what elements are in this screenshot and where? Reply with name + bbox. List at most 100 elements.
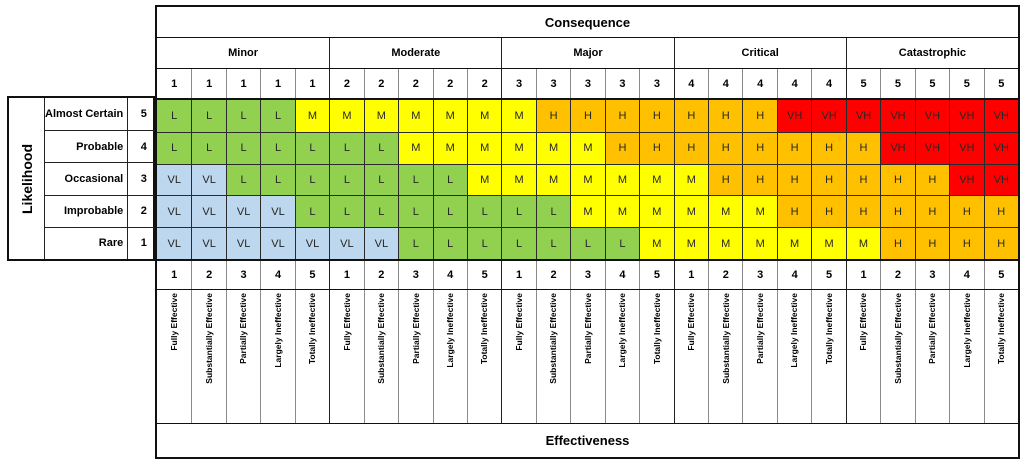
risk-cell: L — [329, 163, 364, 196]
effectiveness-level-cell: 1 — [845, 261, 881, 289]
effectiveness-level-cell: 4 — [776, 261, 812, 289]
effectiveness-label: Fully Effective — [341, 293, 352, 351]
risk-cell: M — [535, 163, 571, 196]
risk-cell: M — [466, 163, 502, 196]
risk-cell: H — [949, 195, 984, 228]
effectiveness-label-cell: Largely Ineffective — [949, 290, 984, 423]
consequence-level-cell: 3 — [570, 69, 605, 98]
risk-cell: VH — [880, 131, 915, 164]
risk-cell: L — [260, 100, 295, 132]
risk-cell: M — [639, 227, 674, 259]
risk-cell: L — [329, 131, 364, 164]
risk-cell: L — [191, 131, 226, 164]
risk-cell: H — [880, 163, 915, 196]
risk-cell: H — [811, 163, 846, 196]
risk-cell: M — [570, 131, 605, 164]
risk-cell: H — [570, 100, 605, 132]
risk-cell: M — [466, 100, 502, 132]
effectiveness-level-cell: 5 — [811, 261, 846, 289]
effectiveness-level-cell: 2 — [880, 261, 915, 289]
risk-cell: L — [225, 131, 261, 164]
risk-cell: M — [432, 100, 467, 132]
risk-cell: M — [639, 163, 674, 196]
risk-cell: M — [535, 131, 571, 164]
effectiveness-level-cell: 3 — [742, 261, 777, 289]
consequence-groups-row: Minor Moderate Major Critical Catastrophic — [157, 37, 1018, 68]
risk-cell: VH — [880, 100, 915, 132]
risk-cell: L — [604, 227, 640, 259]
effectiveness-label-cell: Substantially Effective — [191, 290, 226, 423]
risk-cell: H — [639, 100, 674, 132]
risk-cell: H — [845, 131, 881, 164]
risk-cell: L — [294, 195, 330, 228]
effectiveness-label-cell: Totally Ineffective — [466, 290, 502, 423]
effectiveness-level-cell: 4 — [604, 261, 640, 289]
risk-cell: H — [776, 131, 812, 164]
consequence-level-cell: 3 — [535, 69, 571, 98]
effectiveness-label: Substantially Effective — [203, 293, 214, 384]
risk-cell: H — [914, 227, 950, 259]
risk-cell: L — [398, 163, 433, 196]
risk-cell: L — [225, 163, 261, 196]
risk-cell: M — [639, 195, 674, 228]
effectiveness-label-cell: Substantially Effective — [708, 290, 743, 423]
consequence-level-cell: 4 — [776, 69, 812, 98]
risk-cell: VH — [983, 163, 1018, 196]
effectiveness-label-cell: Totally Ineffective — [639, 290, 674, 423]
consequence-level-cell: 2 — [398, 69, 433, 98]
risk-cell: M — [570, 163, 605, 196]
effectiveness-label-cell: Totally Ineffective — [294, 290, 330, 423]
effectiveness-label: Partially Effective — [238, 293, 249, 364]
risk-cell: L — [260, 163, 295, 196]
risk-cell: H — [949, 227, 984, 259]
risk-cell: H — [983, 195, 1018, 228]
risk-cell: VL — [329, 227, 364, 259]
risk-cell: L — [157, 131, 192, 164]
consequence-level-cell: 3 — [501, 69, 536, 98]
risk-cell: H — [914, 163, 950, 196]
effectiveness-label-cell: Fully Effective — [157, 290, 192, 423]
risk-cell: M — [845, 227, 881, 259]
risk-cell: M — [329, 100, 364, 132]
risk-cell: M — [742, 195, 777, 228]
likelihood-row-label: Almost Certain — [45, 98, 129, 131]
effectiveness-label: Substantially Effective — [548, 293, 559, 384]
effectiveness-level-cell: 2 — [708, 261, 743, 289]
effectiveness-label: Partially Effective — [410, 293, 421, 364]
risk-cell: VL — [157, 227, 192, 259]
consequence-axis-title: Consequence — [544, 14, 631, 30]
risk-cell: L — [157, 100, 192, 132]
effectiveness-level-cell: 5 — [294, 261, 330, 289]
effectiveness-label: Substantially Effective — [720, 293, 731, 384]
likelihood-axis-title-cell: Likelihood — [9, 98, 45, 259]
effectiveness-label-cell: Fully Effective — [673, 290, 709, 423]
effectiveness-level-cell: 5 — [983, 261, 1018, 289]
effectiveness-label-cell: Totally Ineffective — [811, 290, 846, 423]
risk-cell: L — [294, 163, 330, 196]
effectiveness-label-cell: Substantially Effective — [363, 290, 399, 423]
consequence-level-cell: 2 — [329, 69, 364, 98]
risk-cell: M — [811, 227, 846, 259]
effectiveness-label-cell: Totally Ineffective — [983, 290, 1018, 423]
risk-cell: M — [742, 227, 777, 259]
consequence-group-label: Critical — [673, 38, 846, 68]
risk-cell: L — [225, 100, 261, 132]
effectiveness-label-cell: Largely Ineffective — [432, 290, 467, 423]
effectiveness-level-cell: 4 — [260, 261, 295, 289]
risk-cell: H — [708, 131, 743, 164]
risk-cell: L — [294, 131, 330, 164]
risk-cell: H — [914, 195, 950, 228]
consequence-level-cell: 2 — [432, 69, 467, 98]
effectiveness-label: Substantially Effective — [376, 293, 387, 384]
consequence-group-label: Major — [501, 38, 673, 68]
risk-cell: M — [708, 195, 743, 228]
consequence-group-label: Minor — [228, 47, 259, 59]
effectiveness-level-cell: 2 — [191, 261, 226, 289]
risk-cell: L — [535, 195, 571, 228]
risk-cell: VH — [776, 100, 812, 132]
likelihood-level-cell: 4 — [128, 130, 160, 162]
effectiveness-level-cell: 1 — [157, 261, 192, 289]
risk-cell: L — [363, 131, 399, 164]
consequence-level-cell: 4 — [811, 69, 846, 98]
risk-cell: M — [432, 131, 467, 164]
